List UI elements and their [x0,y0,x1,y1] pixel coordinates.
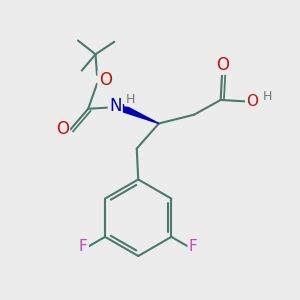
Text: F: F [79,239,88,254]
Text: O: O [56,120,69,138]
Text: H: H [125,93,135,106]
Text: O: O [99,71,112,89]
Text: O: O [246,94,258,109]
Text: N: N [109,97,122,115]
Text: H: H [263,90,272,103]
Polygon shape [119,104,159,124]
Text: F: F [189,239,197,254]
Text: O: O [216,56,229,74]
